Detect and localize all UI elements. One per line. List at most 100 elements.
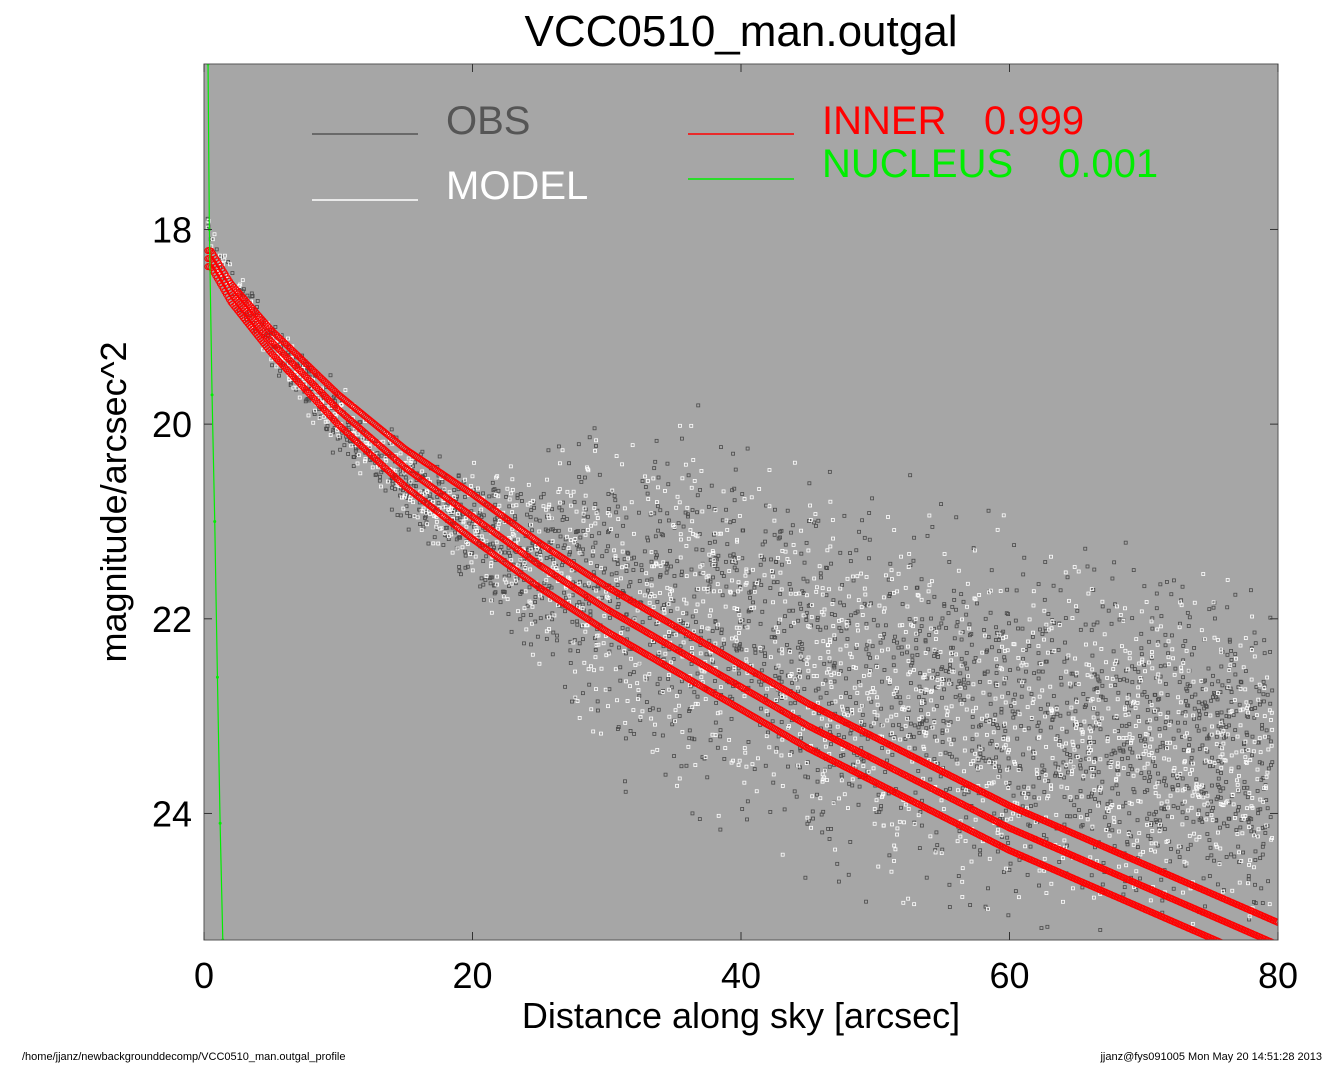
obs-point	[378, 474, 382, 479]
obs-point	[759, 583, 764, 587]
obs-point	[1139, 771, 1144, 776]
obs-point	[389, 427, 394, 432]
obs-point	[1252, 630, 1257, 635]
obs-point	[1204, 712, 1209, 716]
obs-point	[1264, 728, 1269, 733]
obs-point	[711, 575, 715, 580]
obs-point	[1177, 680, 1182, 685]
obs-point	[1051, 583, 1056, 588]
obs-point	[715, 745, 720, 750]
obs-point	[778, 529, 783, 534]
obs-point	[1006, 913, 1011, 918]
obs-point	[1085, 750, 1090, 755]
obs-point	[550, 611, 555, 616]
obs-point	[730, 488, 735, 493]
obs-point	[481, 559, 486, 564]
obs-point	[606, 544, 610, 549]
obs-point	[519, 557, 524, 562]
obs-point	[437, 454, 442, 459]
obs-point	[563, 684, 567, 689]
obs-point	[575, 543, 580, 548]
obs-point	[1260, 722, 1265, 727]
obs-point	[607, 507, 611, 511]
obs-point	[576, 649, 580, 653]
obs-point	[966, 681, 971, 686]
obs-point	[664, 570, 669, 575]
obs-point	[1053, 761, 1058, 766]
obs-point	[1162, 827, 1167, 832]
obs-point	[866, 652, 871, 657]
obs-point	[889, 705, 894, 710]
obs-point	[1179, 598, 1184, 603]
obs-point	[346, 452, 351, 456]
obs-point	[1203, 904, 1207, 909]
obs-point	[805, 821, 810, 826]
obs-point	[901, 637, 906, 642]
obs-point	[1216, 724, 1221, 729]
obs-point	[831, 598, 836, 603]
obs-point	[693, 620, 698, 624]
obs-point	[994, 755, 998, 760]
obs-point	[550, 507, 555, 512]
obs-point	[1092, 766, 1097, 771]
obs-point	[587, 435, 592, 440]
obs-point	[1193, 692, 1198, 697]
obs-point	[771, 627, 776, 632]
obs-point	[1073, 709, 1078, 714]
obs-point	[864, 647, 869, 652]
obs-point	[556, 444, 561, 449]
obs-point	[880, 746, 885, 751]
obs-point	[540, 596, 544, 601]
obs-point	[763, 693, 768, 698]
obs-point	[975, 601, 979, 606]
obs-point	[538, 616, 543, 621]
obs-point	[970, 715, 975, 719]
obs-point	[533, 595, 538, 599]
obs-point	[1248, 700, 1253, 705]
obs-point	[587, 601, 591, 606]
obs-point	[277, 373, 281, 378]
obs-point	[1021, 752, 1026, 757]
obs-point	[593, 647, 598, 652]
obs-point	[628, 580, 633, 584]
obs-point	[790, 523, 795, 528]
obs-point	[887, 853, 892, 858]
obs-point	[923, 639, 928, 644]
obs-point	[862, 722, 867, 727]
obs-point	[790, 681, 795, 685]
obs-point	[994, 625, 998, 630]
obs-point	[463, 549, 467, 554]
obs-point	[875, 623, 880, 628]
obs-point	[1145, 720, 1150, 725]
obs-point	[665, 566, 670, 571]
obs-point	[773, 673, 778, 678]
obs-point	[1184, 816, 1189, 820]
obs-point	[906, 716, 910, 720]
obs-point	[710, 629, 715, 633]
obs-point	[457, 569, 462, 574]
obs-point	[1154, 606, 1159, 611]
obs-point	[1125, 740, 1130, 745]
obs-point	[1249, 588, 1253, 593]
obs-point	[942, 687, 946, 692]
obs-point	[617, 645, 621, 650]
obs-point	[864, 899, 868, 904]
obs-point	[1150, 626, 1155, 631]
obs-point	[1106, 827, 1111, 832]
obs-point	[1253, 901, 1258, 905]
obs-point	[1197, 712, 1202, 717]
obs-point	[543, 527, 548, 532]
obs-point	[610, 490, 614, 495]
obs-point	[1062, 775, 1067, 780]
obs-point	[932, 734, 937, 739]
obs-point	[481, 491, 485, 496]
obs-point	[957, 693, 962, 698]
obs-point	[1063, 616, 1068, 620]
obs-point	[867, 511, 872, 515]
obs-point	[1036, 676, 1041, 681]
obs-point	[535, 634, 540, 639]
obs-point	[623, 779, 627, 784]
obs-point	[432, 535, 437, 540]
obs-point	[414, 484, 418, 489]
